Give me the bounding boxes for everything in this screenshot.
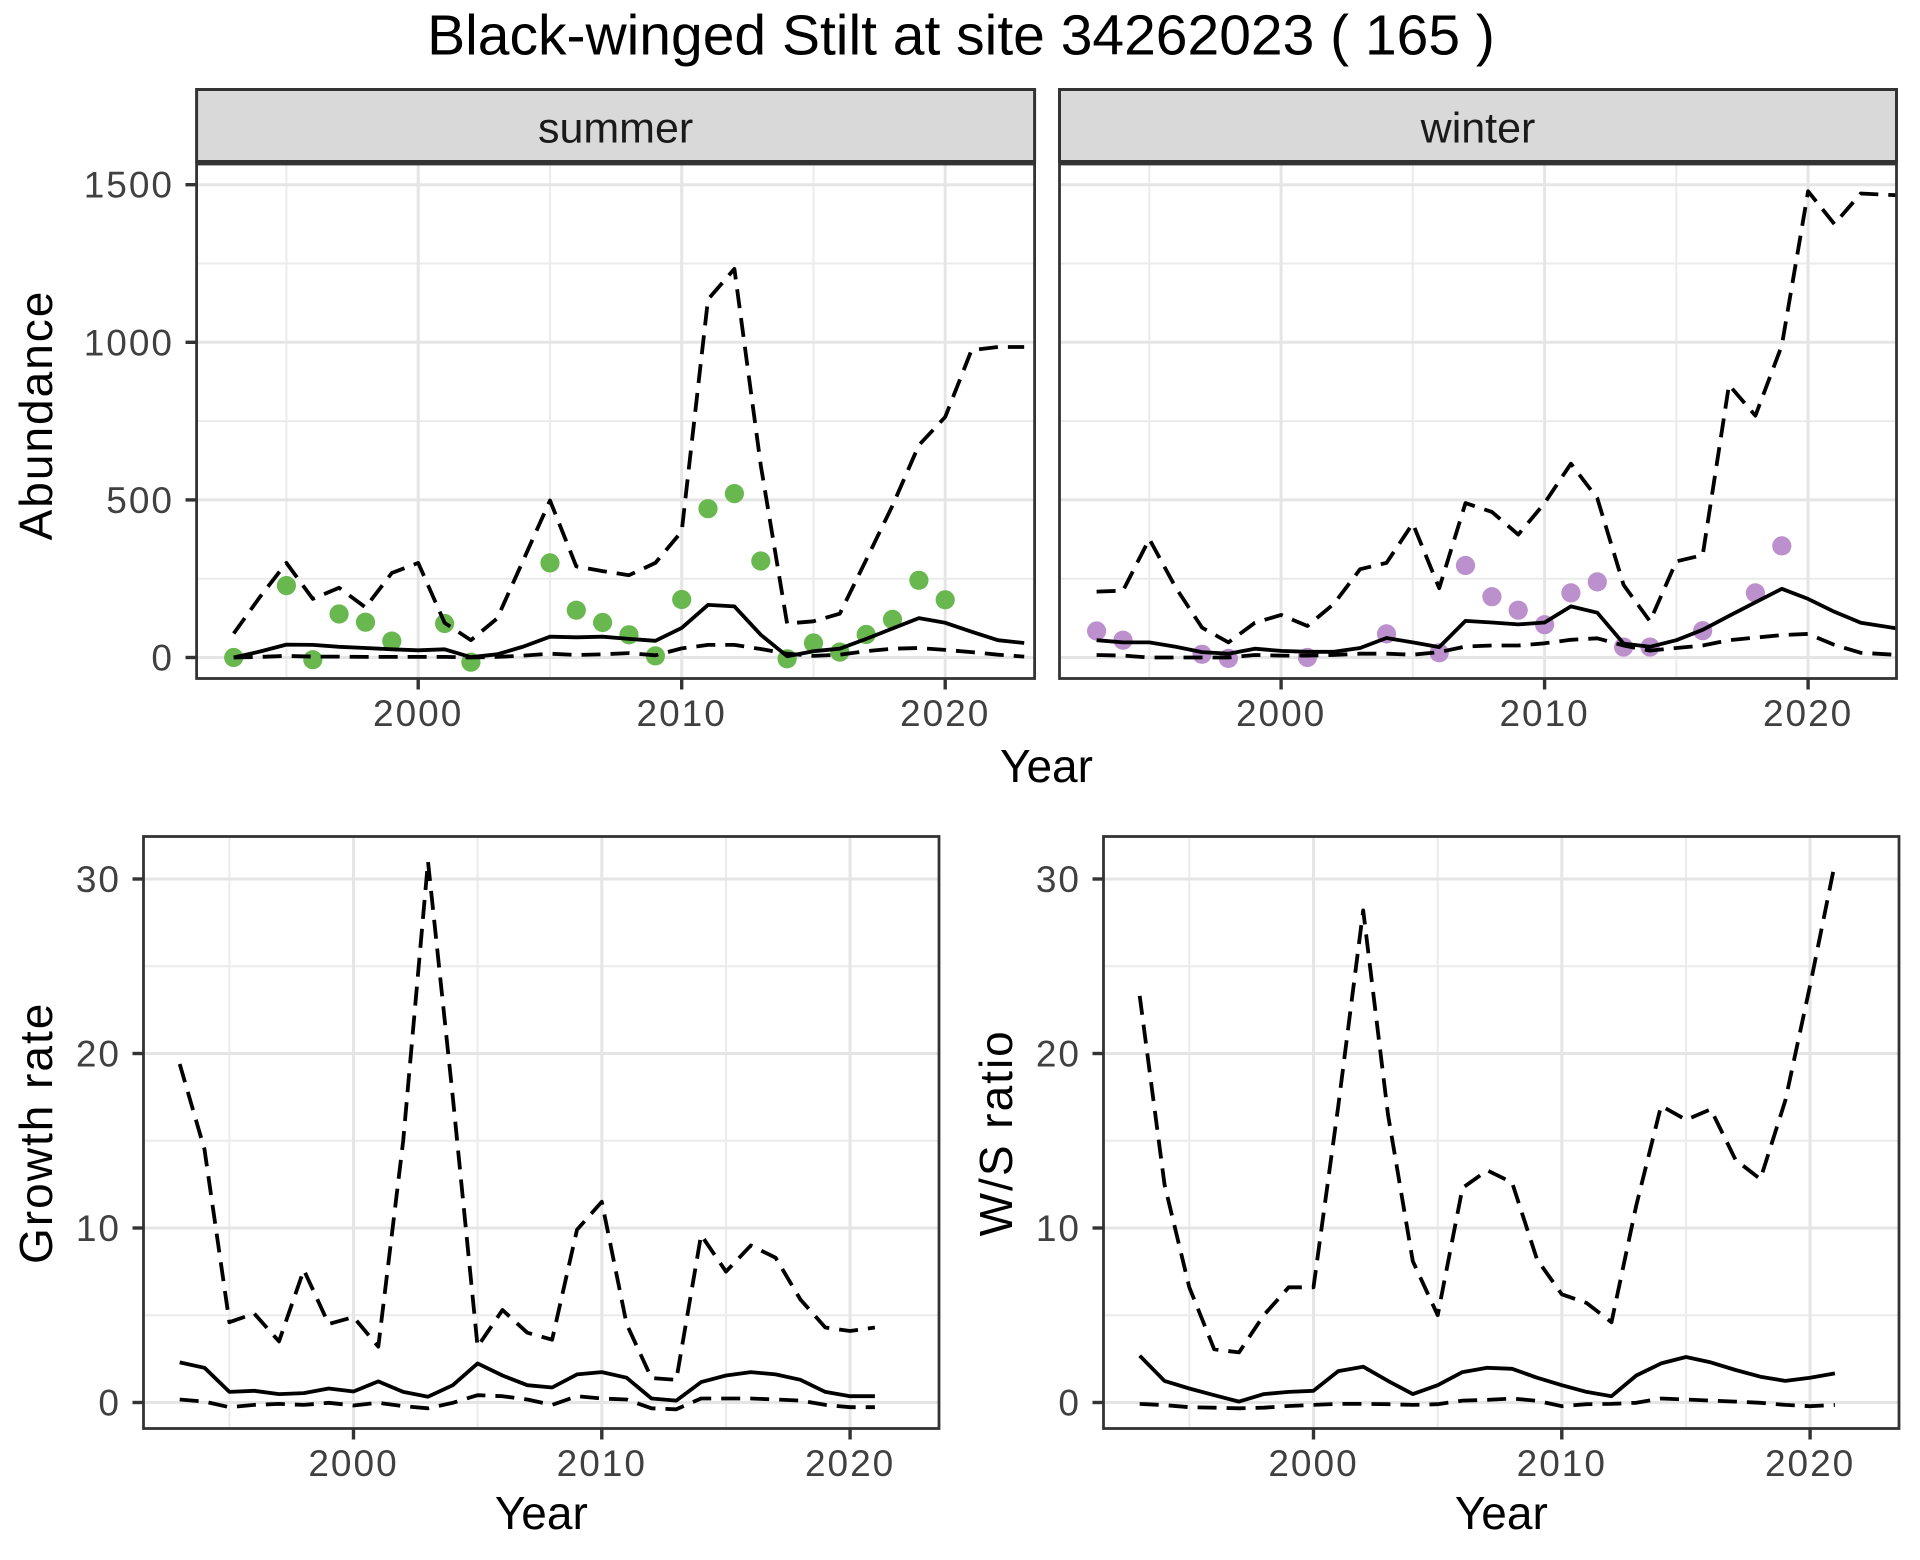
svg-text:W/S ratio: W/S ratio [970,1029,1022,1236]
svg-text:10: 10 [76,1208,121,1249]
svg-text:30: 30 [1036,859,1081,900]
svg-text:2000: 2000 [1268,1443,1358,1484]
svg-text:2000: 2000 [308,1443,398,1484]
svg-text:0: 0 [98,1383,121,1424]
svg-text:Year: Year [495,1487,588,1539]
svg-text:2020: 2020 [805,1443,895,1484]
svg-text:Year: Year [1455,1487,1548,1539]
svg-text:10: 10 [1036,1208,1081,1249]
svg-text:winter: winter [1420,105,1536,153]
svg-text:1000: 1000 [84,322,174,363]
svg-text:20: 20 [1036,1034,1081,1075]
svg-text:Year: Year [1000,740,1093,792]
svg-text:0: 0 [1058,1383,1081,1424]
svg-text:2000: 2000 [1236,693,1326,734]
svg-text:2020: 2020 [900,693,990,734]
svg-text:Growth rate: Growth rate [10,1002,62,1264]
svg-text:2020: 2020 [1763,693,1853,734]
svg-text:Black-winged Stilt at site 342: Black-winged Stilt at site 34262023 ( 16… [427,4,1495,68]
svg-text:2010: 2010 [1517,1443,1607,1484]
svg-text:Abundance: Abundance [10,290,62,541]
svg-text:30: 30 [76,859,121,900]
svg-text:1500: 1500 [84,165,174,206]
svg-text:2020: 2020 [1765,1443,1855,1484]
svg-text:20: 20 [76,1034,121,1075]
svg-text:500: 500 [106,480,174,521]
svg-text:0: 0 [151,638,174,679]
svg-text:2010: 2010 [1499,693,1589,734]
svg-text:2000: 2000 [373,693,463,734]
svg-text:2010: 2010 [637,693,727,734]
svg-text:summer: summer [538,105,693,153]
svg-text:2010: 2010 [557,1443,647,1484]
